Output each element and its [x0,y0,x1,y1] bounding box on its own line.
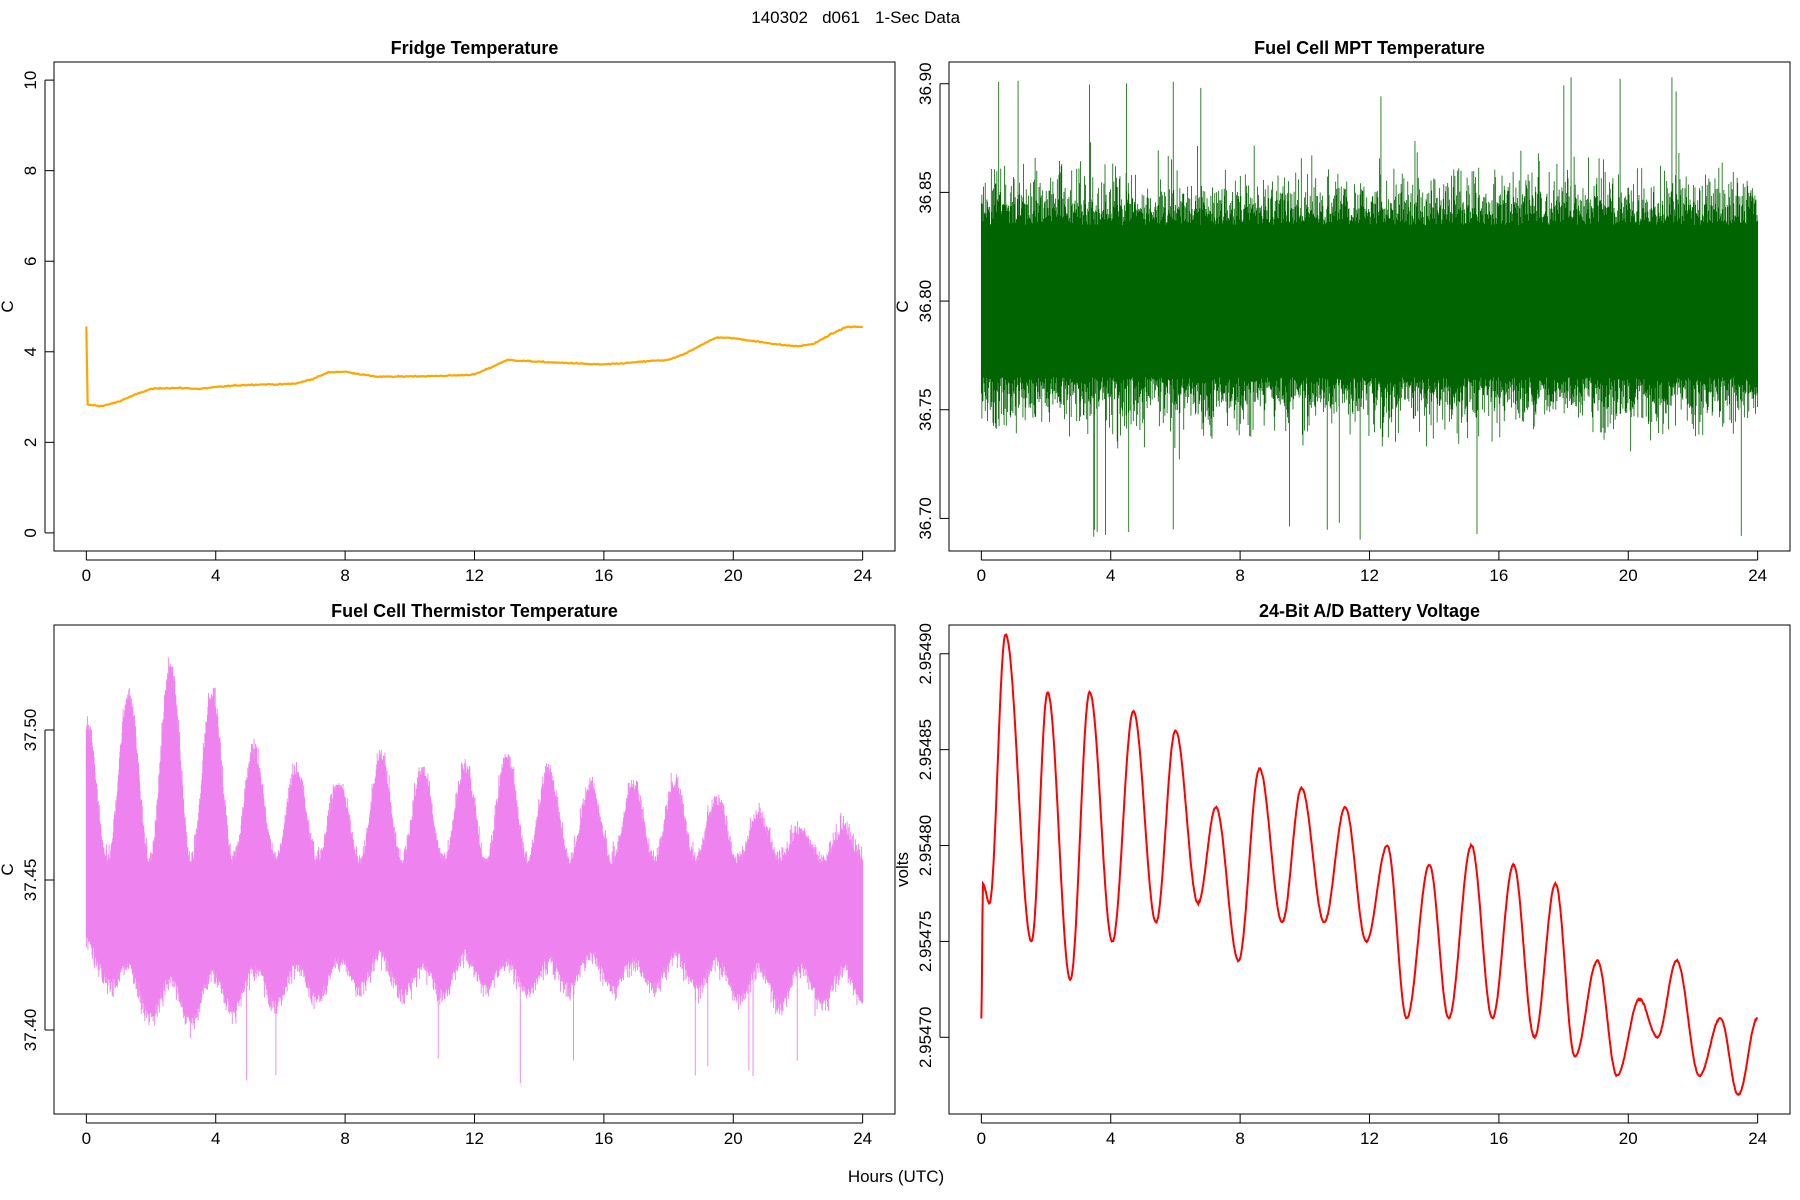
y-tick-label: 2.95470 [916,1007,935,1068]
x-tick-label: 0 [82,1129,91,1148]
series-band [85,657,864,1084]
x-tick-label: 20 [1619,1129,1638,1148]
x-tick-label: 20 [1619,566,1638,585]
panel-1: Fuel Cell MPT Temperature C 0 4 8 12 16 20 24 36.… [893,38,1791,585]
y-tick-label: 36.85 [916,171,935,214]
y-tick-label: 8 [21,166,40,175]
x-tick-label: 20 [724,566,743,585]
y-tick-label: 36.70 [916,497,935,540]
y-tick-label: 6 [21,256,40,265]
panels: Fridge TemperatureC048121620240246810Fue… [0,38,1791,1148]
x-tick-label: 16 [1489,1129,1508,1148]
x-tick-label: 12 [465,566,484,585]
x-tick-label: 4 [211,566,220,585]
x-tick-label: 0 [977,566,986,585]
y-tick-label: 36.75 [916,388,935,431]
plot-frame [948,624,1791,1115]
y-tick-label: 2.95480 [916,815,935,876]
y-tick-label: 37.40 [21,1009,40,1052]
panel-title: 24-Bit A/D Battery Voltage [1259,601,1480,621]
x-tick-label: 20 [724,1129,743,1148]
panel-0: Fridge TemperatureC048121620240246810 [0,38,896,585]
x-tick-label: 8 [1235,566,1244,585]
x-tick-label: 4 [1106,566,1115,585]
x-tick-label: 16 [1489,566,1508,585]
x-tick-label: 8 [340,1129,349,1148]
x-tick-label: 12 [1360,566,1379,585]
x-tick-label: 16 [594,1129,613,1148]
x-tick-label: 4 [1106,1129,1115,1148]
x-tick-label: 24 [1748,1129,1767,1148]
figure-title-id: 140302 [751,8,808,27]
y-axis-label: C [893,300,912,312]
x-tick-label: 0 [977,1129,986,1148]
x-tick-label: 0 [82,566,91,585]
panel-2: Fuel Cell Thermistor Temperature C 0 4 8 12 16… [0,601,896,1148]
y-tick-label: 2.95490 [916,623,935,684]
y-axis-label: C [0,863,17,875]
x-tick-label: 8 [1235,1129,1244,1148]
x-tick-label: 12 [465,1129,484,1148]
y-tick-label: 36.90 [916,62,935,105]
x-tick-label: 8 [340,566,349,585]
x-tick-label: 16 [594,566,613,585]
x-tick-label: 4 [211,1129,220,1148]
y-tick-label: 36.80 [916,280,935,323]
figure-title-desc: 1-Sec Data [875,8,961,27]
panel-title: Fridge Temperature [391,38,559,58]
x-tick-label: 12 [1360,1129,1379,1148]
y-tick-label: 0 [21,528,40,537]
y-tick-label: 37.50 [21,709,40,752]
panel-3: 24-Bit A/D Battery Voltage volts 0 4 8 12 16 20… [893,601,1791,1148]
y-tick-label: 2 [21,438,40,447]
y-tick-label: 4 [21,347,40,356]
panel-title: Fuel Cell Thermistor Temperature [331,601,618,621]
plot-frame [53,61,896,552]
x-tick-label: 24 [1748,566,1767,585]
panel-title: Fuel Cell MPT Temperature [1254,38,1485,58]
x-tick-label: 24 [853,566,872,585]
y-axis-label: C [0,300,17,312]
y-tick-label: 37.45 [21,859,40,902]
series-line [980,633,1758,1096]
figure-title-station: d061 [822,8,860,27]
y-tick-label: 2.95485 [916,719,935,780]
y-tick-label: 10 [21,71,40,90]
x-tick-label: 24 [853,1129,872,1148]
y-tick-label: 2.95475 [916,911,935,972]
series-line [85,325,864,408]
figure-xlabel: Hours (UTC) [848,1167,944,1186]
series-spikes [980,77,1759,540]
y-axis-label: volts [893,852,912,887]
